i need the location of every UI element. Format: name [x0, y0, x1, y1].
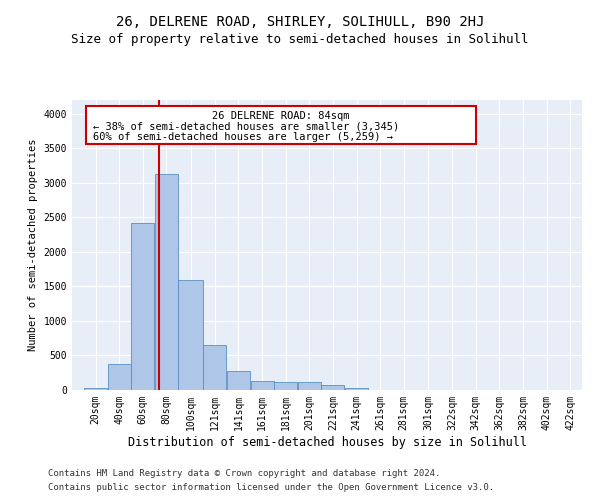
- Text: 26 DELRENE ROAD: 84sqm: 26 DELRENE ROAD: 84sqm: [212, 111, 350, 121]
- Text: 60% of semi-detached houses are larger (5,259) →: 60% of semi-detached houses are larger (…: [93, 132, 393, 142]
- Bar: [155, 174, 178, 390]
- Bar: [251, 381, 274, 390]
- Bar: [298, 382, 321, 390]
- X-axis label: Distribution of semi-detached houses by size in Solihull: Distribution of semi-detached houses by …: [128, 436, 527, 448]
- Bar: [131, 223, 154, 390]
- Text: 26, DELRENE ROAD, SHIRLEY, SOLIHULL, B90 2HJ: 26, DELRENE ROAD, SHIRLEY, SOLIHULL, B90…: [116, 15, 484, 29]
- Text: Contains HM Land Registry data © Crown copyright and database right 2024.: Contains HM Land Registry data © Crown c…: [48, 468, 440, 477]
- Bar: [203, 345, 226, 390]
- Bar: [107, 364, 131, 390]
- Bar: [345, 388, 368, 390]
- Bar: [274, 382, 297, 390]
- Text: ← 38% of semi-detached houses are smaller (3,345): ← 38% of semi-detached houses are smalle…: [93, 122, 400, 132]
- Text: Contains public sector information licensed under the Open Government Licence v3: Contains public sector information licen…: [48, 484, 494, 492]
- Bar: [84, 388, 107, 390]
- Bar: [322, 385, 344, 390]
- Bar: [178, 280, 203, 390]
- Bar: [227, 372, 250, 390]
- FancyBboxPatch shape: [86, 106, 476, 144]
- Text: Size of property relative to semi-detached houses in Solihull: Size of property relative to semi-detach…: [71, 32, 529, 46]
- Y-axis label: Number of semi-detached properties: Number of semi-detached properties: [28, 138, 38, 352]
